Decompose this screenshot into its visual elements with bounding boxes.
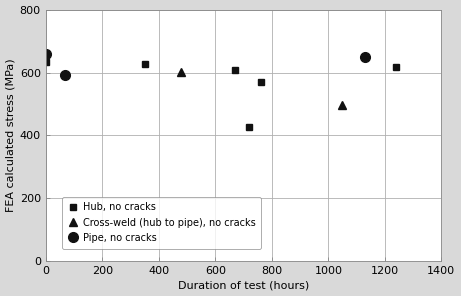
- Pipe, no cracks: [362, 56, 368, 59]
- Cross-weld (hub to pipe), no cracks: [178, 70, 184, 73]
- Hub, no cracks: [232, 69, 238, 72]
- Pipe, no cracks: [43, 52, 48, 56]
- Line: Hub, no cracks: Hub, no cracks: [42, 59, 400, 131]
- Cross-weld (hub to pipe), no cracks: [340, 103, 345, 107]
- Hub, no cracks: [43, 60, 48, 64]
- Line: Cross-weld (hub to pipe), no cracks: Cross-weld (hub to pipe), no cracks: [177, 67, 347, 109]
- Hub, no cracks: [258, 80, 263, 84]
- X-axis label: Duration of test (hours): Duration of test (hours): [178, 280, 309, 290]
- Y-axis label: FEA calculated stress (MPa): FEA calculated stress (MPa): [6, 59, 16, 212]
- Pipe, no cracks: [63, 74, 68, 77]
- Hub, no cracks: [142, 62, 148, 65]
- Line: Pipe, no cracks: Pipe, no cracks: [41, 49, 370, 80]
- Legend: Hub, no cracks, Cross-weld (hub to pipe), no cracks, Pipe, no cracks: Hub, no cracks, Cross-weld (hub to pipe)…: [62, 197, 261, 249]
- Hub, no cracks: [247, 125, 252, 129]
- Hub, no cracks: [393, 65, 399, 69]
